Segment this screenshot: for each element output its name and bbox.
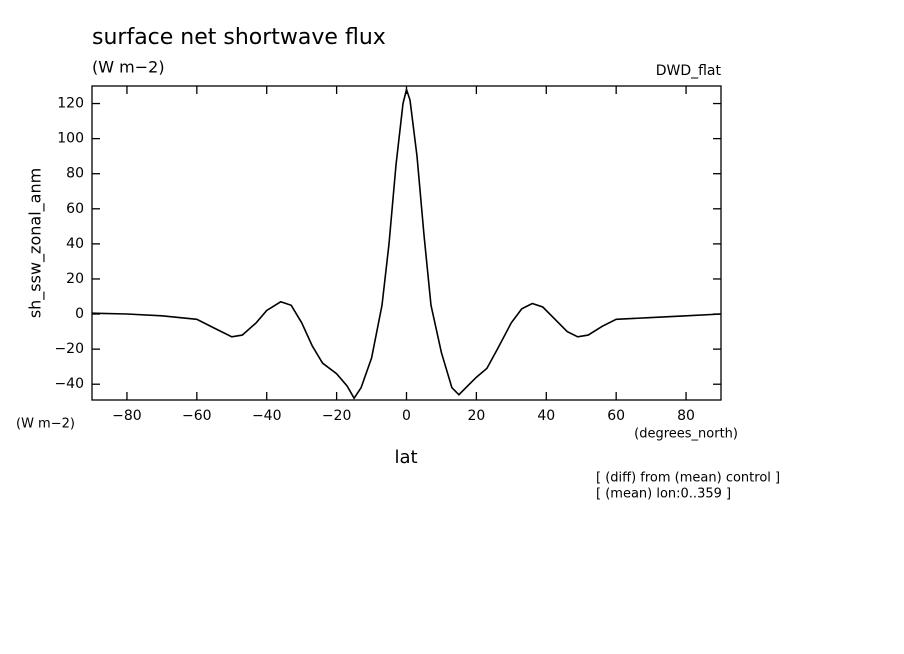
x-tick-label: −60 <box>182 408 212 424</box>
y-tick-label: −20 <box>54 341 84 357</box>
chart-subtitle: (W m−2) <box>92 58 165 77</box>
y-tick-label: 0 <box>75 306 84 322</box>
y-tick-label: 60 <box>66 201 84 217</box>
x-tick-label: 0 <box>402 408 411 424</box>
plot-frame <box>91 85 722 401</box>
y-tick-label: 20 <box>66 271 84 287</box>
x-tick-label: −40 <box>252 408 282 424</box>
x-tick-label: 80 <box>677 408 695 424</box>
y-tick-label: 80 <box>66 166 84 182</box>
y-tick-label: −40 <box>54 376 84 392</box>
x-tick-label: 20 <box>467 408 485 424</box>
x-tick-label: 60 <box>607 408 625 424</box>
x-axis-label: lat <box>394 447 417 468</box>
note: [ (mean) lon:0..359 ] <box>596 487 731 502</box>
y-axis-label: sh_ssw_zonal_anm <box>26 168 46 318</box>
x-tick-label: −80 <box>112 408 142 424</box>
note: [ (diff) from (mean) control ] <box>596 471 780 486</box>
x-tick-label: −20 <box>322 408 352 424</box>
x-units: (degrees_north) <box>634 427 738 442</box>
x-tick-label: 40 <box>537 408 555 424</box>
y-units: (W m−2) <box>16 417 75 432</box>
y-tick-label: 120 <box>57 96 84 112</box>
y-tick-label: 40 <box>66 236 84 252</box>
data-line <box>91 86 722 400</box>
experiment-label: DWD_flat <box>656 63 722 79</box>
y-tick-label: 100 <box>57 131 84 147</box>
chart-title: surface net shortwave flux <box>92 25 386 50</box>
